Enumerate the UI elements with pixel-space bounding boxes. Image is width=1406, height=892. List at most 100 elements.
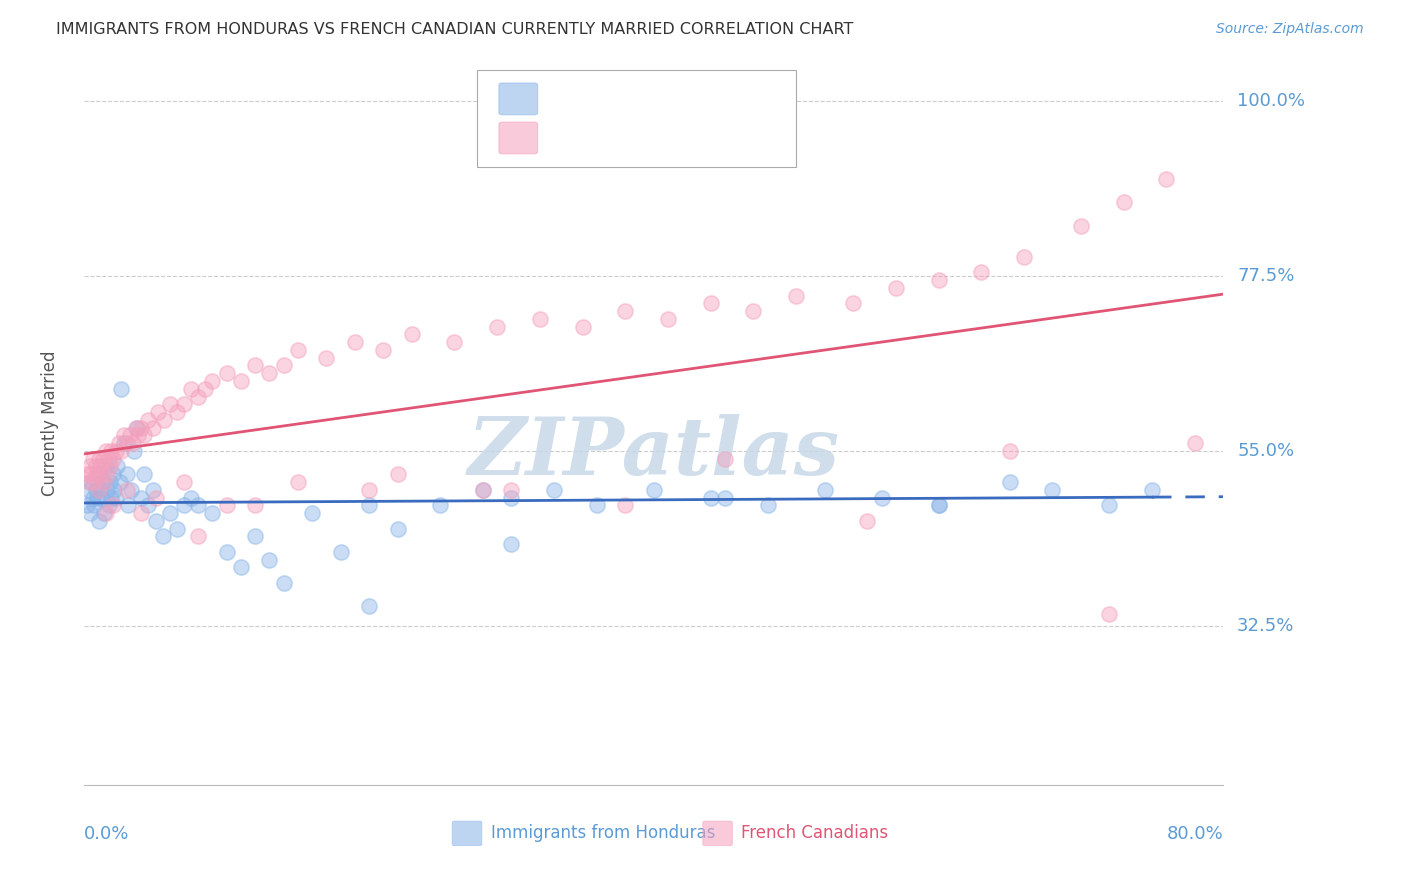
Point xyxy=(79,459,101,474)
Point xyxy=(131,506,153,520)
Point xyxy=(94,506,117,520)
Point xyxy=(76,498,98,512)
Point xyxy=(94,459,117,474)
Point xyxy=(93,506,115,520)
Point xyxy=(998,443,1021,458)
Point xyxy=(586,498,609,512)
Point xyxy=(89,483,111,497)
Point xyxy=(856,514,879,528)
Point xyxy=(82,491,104,505)
Point xyxy=(97,498,120,512)
Point xyxy=(401,327,423,342)
Point xyxy=(928,273,950,287)
Point xyxy=(125,420,148,434)
Text: ZIPatlas: ZIPatlas xyxy=(468,414,839,491)
Point xyxy=(131,491,153,505)
Point xyxy=(173,397,195,411)
Point xyxy=(89,459,111,474)
Point xyxy=(970,265,993,279)
Point xyxy=(443,335,465,350)
Point xyxy=(79,506,101,520)
Point xyxy=(714,451,737,466)
Point xyxy=(1140,483,1163,497)
Point xyxy=(82,451,104,466)
Point xyxy=(124,420,146,434)
Point xyxy=(387,522,409,536)
Point xyxy=(86,491,108,505)
Point xyxy=(91,475,114,489)
Point xyxy=(273,576,295,591)
Point xyxy=(215,366,238,380)
Point xyxy=(785,288,807,302)
Point xyxy=(201,374,224,388)
Point xyxy=(229,560,252,574)
Point xyxy=(543,483,565,497)
Point xyxy=(115,436,138,450)
Point xyxy=(96,467,118,482)
Point xyxy=(120,483,142,497)
Point xyxy=(571,319,593,334)
Point xyxy=(928,498,950,512)
Point xyxy=(153,413,176,427)
Point xyxy=(501,537,523,551)
Point xyxy=(122,443,145,458)
Point xyxy=(387,467,409,482)
Point xyxy=(148,405,170,419)
Point xyxy=(131,420,153,434)
Text: 32.5%: 32.5% xyxy=(1237,616,1295,635)
Point xyxy=(127,428,149,442)
Point xyxy=(110,382,132,396)
Point xyxy=(112,428,135,442)
Point xyxy=(700,491,723,505)
Point xyxy=(80,475,103,489)
Point xyxy=(87,514,110,528)
Text: R = 0.021   N = 71: R = 0.021 N = 71 xyxy=(548,90,718,108)
Text: 77.5%: 77.5% xyxy=(1237,267,1295,285)
Point xyxy=(159,506,181,520)
Point xyxy=(486,319,509,334)
Point xyxy=(91,451,114,466)
Point xyxy=(501,491,523,505)
Point xyxy=(187,390,209,404)
Point xyxy=(98,459,121,474)
Point xyxy=(884,281,907,295)
Point xyxy=(80,467,103,482)
Point xyxy=(134,467,156,482)
Point xyxy=(104,443,127,458)
Point xyxy=(83,475,105,489)
Point xyxy=(215,545,238,559)
FancyBboxPatch shape xyxy=(477,70,796,167)
Point xyxy=(273,359,295,373)
Text: Currently Married: Currently Married xyxy=(41,351,59,497)
Point xyxy=(245,529,267,543)
Point xyxy=(842,296,865,310)
Point xyxy=(108,475,131,489)
Point xyxy=(215,498,238,512)
Point xyxy=(1184,436,1206,450)
Point xyxy=(84,459,107,474)
Point xyxy=(110,443,132,458)
Point xyxy=(142,483,165,497)
FancyBboxPatch shape xyxy=(453,821,482,846)
Point xyxy=(87,467,110,482)
Point xyxy=(529,311,551,326)
Point xyxy=(1042,483,1064,497)
Point xyxy=(101,467,124,482)
Point xyxy=(1098,607,1121,621)
Point xyxy=(998,475,1021,489)
Point xyxy=(1012,250,1035,264)
Point xyxy=(259,552,281,566)
Text: Source: ZipAtlas.com: Source: ZipAtlas.com xyxy=(1216,22,1364,37)
Point xyxy=(134,428,156,442)
Point xyxy=(105,459,128,474)
Point xyxy=(614,304,637,318)
FancyBboxPatch shape xyxy=(499,122,537,153)
Point xyxy=(121,436,143,450)
Point xyxy=(83,498,105,512)
Point xyxy=(814,483,837,497)
Text: 100.0%: 100.0% xyxy=(1237,92,1305,111)
Text: Immigrants from Honduras: Immigrants from Honduras xyxy=(491,824,716,842)
Point xyxy=(173,498,195,512)
Point xyxy=(98,475,121,489)
Text: 0.0%: 0.0% xyxy=(84,825,129,843)
